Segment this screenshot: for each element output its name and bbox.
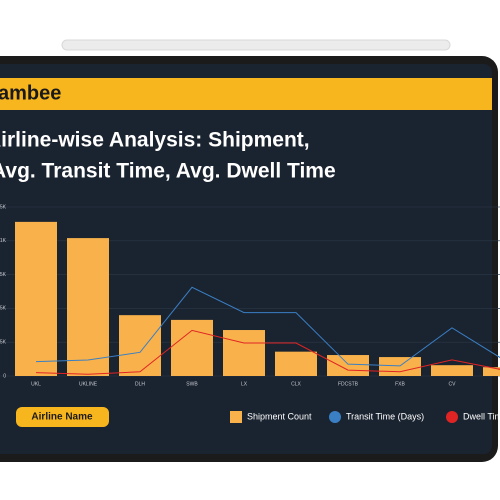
line [35, 329, 500, 375]
x-tick-label: UKL [31, 381, 41, 387]
x-tick-label: FXB [395, 381, 405, 387]
x-tick-label: SWB [186, 381, 198, 387]
bar [119, 315, 161, 376]
bar [275, 351, 317, 376]
x-tick-label: FDCSTB [338, 381, 359, 387]
x-tick-label: CLX [291, 381, 301, 387]
bar [431, 365, 473, 376]
x-tick-label: CV [449, 381, 457, 387]
x-tick-label: DLH [135, 381, 145, 387]
x-tick-label: LX [241, 381, 248, 387]
logo: ambee [0, 82, 61, 104]
legend-label: Shipment Count [247, 411, 312, 421]
legend-swatch [230, 411, 242, 423]
line [35, 286, 500, 367]
y-tick-label: 0 [3, 373, 6, 379]
y-tick-label: 0.25K [0, 340, 7, 346]
legend-label: Transit Time (Days) [346, 411, 424, 421]
chart-title: Airline-wise Analysis: Shipment, [0, 129, 310, 152]
bar [483, 367, 500, 376]
bar [327, 355, 369, 376]
filter-label[interactable]: Airline Name [31, 412, 93, 423]
y-tick-label: 0.75K [0, 272, 7, 278]
bar [223, 330, 265, 376]
filter-button[interactable] [16, 407, 109, 427]
legend-swatch [329, 411, 341, 423]
stylus [61, 39, 451, 51]
legend-swatch [446, 411, 458, 423]
y-tick-label: 1.25K [0, 204, 7, 210]
header-bar [0, 78, 492, 110]
legend-label: Dwell Time (Days) [463, 411, 500, 421]
bar [15, 221, 57, 376]
y-tick-label: 0.5K [0, 306, 7, 312]
y-tick-label: 1K [0, 238, 7, 244]
chart-title: Avg. Transit Time, Avg. Dwell Time [0, 160, 336, 183]
bar [67, 238, 109, 376]
bar [171, 319, 213, 376]
bar [379, 357, 421, 376]
x-tick-label: UKLINE [79, 381, 98, 387]
